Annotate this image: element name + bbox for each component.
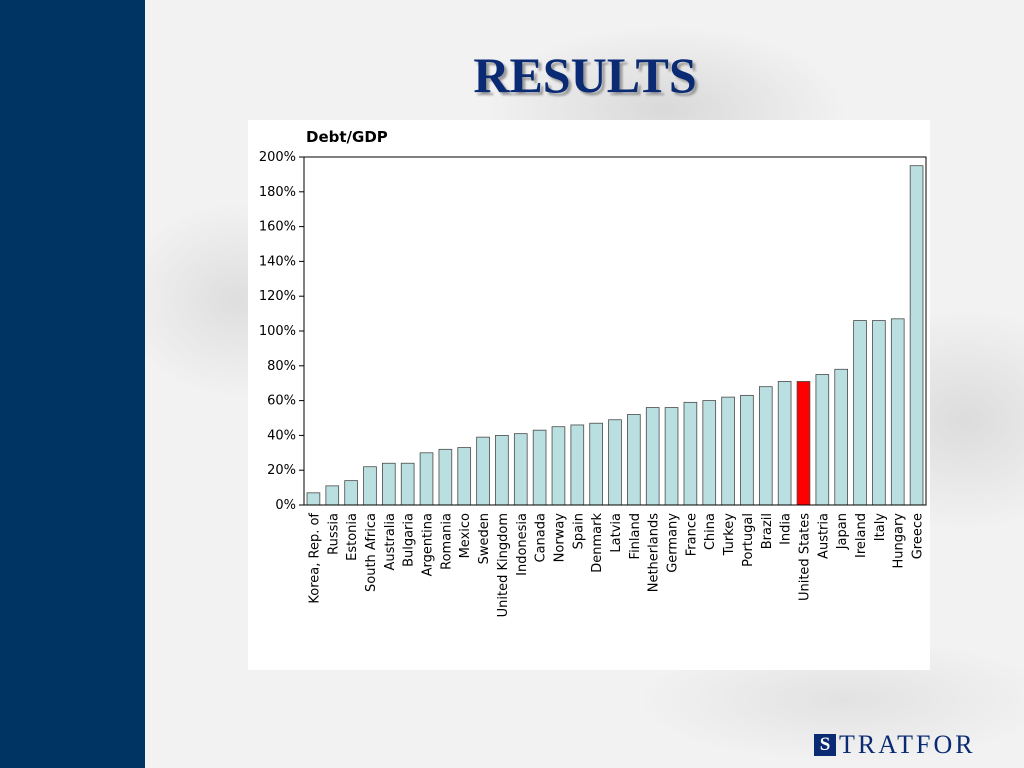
bar-sweden — [476, 436, 490, 506]
bar-romania — [438, 448, 453, 506]
bar-netherlands — [645, 407, 660, 506]
bar-brazil — [758, 386, 773, 506]
bar-denmark — [589, 422, 603, 506]
bar-india — [777, 381, 792, 506]
x-tick-label: China — [703, 513, 718, 550]
x-tick-label: Russia — [326, 513, 341, 555]
x-tick-label: Indonesia — [515, 513, 530, 576]
bars — [306, 165, 924, 506]
bar-italy — [872, 320, 886, 506]
x-tick-label: Norway — [552, 513, 567, 563]
y-tick-label: 80% — [267, 359, 296, 374]
x-tick-label: Australia — [383, 513, 398, 571]
bar-russia — [325, 485, 340, 506]
x-tick-label: Canada — [534, 513, 549, 562]
bar-germany — [664, 407, 679, 506]
bar-finland — [627, 414, 641, 506]
bar-mexico — [457, 447, 472, 506]
bar-austria — [815, 374, 830, 506]
x-tick-label: Bulgaria — [402, 513, 417, 567]
y-tick-label: 140% — [259, 254, 296, 269]
logo-text: TRATFOR — [839, 730, 976, 759]
y-tick-label: 160% — [259, 220, 296, 235]
x-tick-label: India — [779, 513, 794, 545]
x-tick-label: Japan — [835, 513, 850, 550]
bar-china — [702, 400, 717, 506]
x-tick-label: Finland — [628, 513, 643, 559]
x-tick-label: Estonia — [345, 513, 360, 561]
bar-united-states — [796, 381, 811, 506]
bar-norway — [551, 426, 566, 506]
x-tick-label: Germany — [666, 513, 681, 573]
bar-portugal — [740, 394, 754, 506]
x-tick-label: Greece — [911, 513, 926, 559]
y-tick-label: 180% — [259, 185, 296, 200]
x-tick-label: Mexico — [458, 513, 473, 558]
x-tick-label: United States — [797, 513, 812, 601]
chart-svg: Debt/GDP 0% 20% 40% 60% 80% 100% 120% 140% 160% 1… — [259, 128, 927, 618]
x-tick-label: South Africa — [364, 513, 379, 592]
bar-argentina — [419, 452, 434, 506]
bar-japan — [834, 368, 848, 506]
x-tick-label: Hungary — [892, 513, 907, 569]
bar-korea-rep-of — [306, 492, 321, 506]
bar-indonesia — [513, 433, 528, 506]
x-tick-label: United Kingdom — [496, 513, 511, 617]
y-tick-label: 100% — [259, 324, 296, 339]
x-tick-label: Portugal — [741, 513, 756, 567]
x-tick-label: Romania — [439, 513, 454, 570]
chart-title: Debt/GDP — [306, 128, 388, 146]
bar-france — [683, 401, 698, 506]
bar-canada — [532, 429, 547, 506]
x-tick-label: Netherlands — [647, 513, 662, 592]
bar-turkey — [721, 396, 735, 506]
bar-greece — [909, 165, 924, 506]
x-tick-label: Spain — [571, 513, 586, 549]
bar-latvia — [608, 419, 622, 506]
slide-title: RESULTS — [473, 47, 697, 103]
x-axis: Korea, Rep. of Russia Estonia South Africa A… — [307, 513, 925, 618]
left-accent-bar — [0, 0, 145, 768]
x-tick-label: Denmark — [590, 513, 605, 573]
x-tick-label: Korea, Rep. of — [307, 513, 322, 604]
y-tick-label: 20% — [267, 463, 296, 478]
x-tick-label: Sweden — [477, 513, 492, 564]
y-tick-label: 0% — [275, 498, 296, 513]
logo-mark: S — [814, 734, 836, 756]
debt-gdp-chart: Debt/GDP 0% 20% 40% 60% 80% 100% 120% 140% 160% 1… — [248, 120, 930, 670]
bar-ireland — [853, 320, 867, 506]
x-tick-label: Argentina — [421, 513, 436, 576]
y-tick-label: 120% — [259, 289, 296, 304]
bar-estonia — [344, 480, 358, 506]
y-tick-label: 200% — [259, 150, 296, 165]
x-tick-label: Turkey — [722, 513, 737, 557]
y-axis: 0% 20% 40% 60% 80% 100% 120% 140% 160% 180% 200% — [259, 150, 304, 513]
bar-south-africa — [363, 466, 377, 506]
y-tick-label: 40% — [267, 428, 296, 443]
x-tick-label: Austria — [816, 513, 831, 559]
bar-hungary — [890, 318, 905, 506]
bar-united-kingdom — [495, 434, 509, 506]
x-tick-label: France — [684, 513, 699, 556]
bar-australia — [382, 462, 396, 506]
x-tick-label: Italy — [873, 513, 888, 542]
plot-frame — [303, 156, 927, 506]
x-tick-label: Ireland — [854, 513, 869, 558]
x-tick-label: Brazil — [760, 513, 775, 549]
bar-spain — [570, 424, 585, 506]
x-tick-label: Latvia — [609, 513, 624, 553]
bar-bulgaria — [400, 462, 415, 506]
y-tick-label: 60% — [267, 394, 296, 409]
stratfor-logo: S TRATFOR — [814, 728, 1014, 762]
